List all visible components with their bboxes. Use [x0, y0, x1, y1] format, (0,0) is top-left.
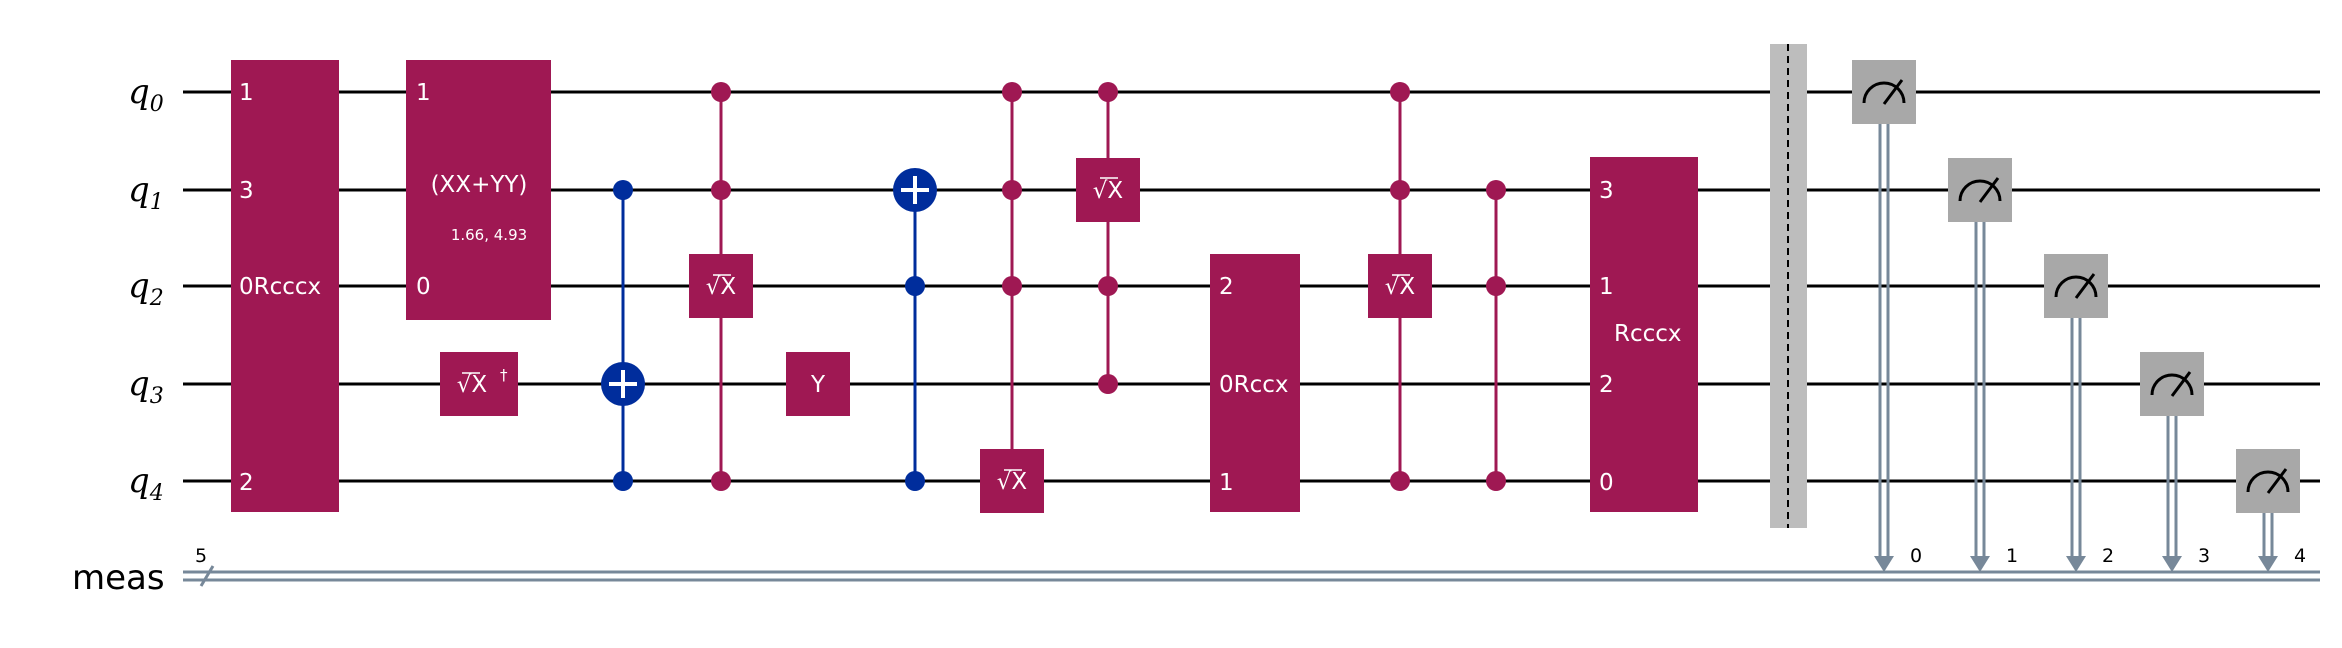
measure-gate-q1: 1 — [1948, 158, 2018, 572]
measure-gate-q4: 4 — [2236, 449, 2306, 572]
csx-gate-2: √X — [980, 82, 1044, 513]
gate-label: 0Rccx — [1219, 372, 1289, 398]
csx-gate-4: √X — [1368, 82, 1432, 491]
pin-label: 2 — [1219, 274, 1234, 300]
pin-label: 1 — [239, 80, 254, 106]
measurements: 0 1 2 3 — [1852, 60, 2306, 572]
measure-bit-label: 3 — [2198, 545, 2210, 567]
pin-label: 3 — [239, 178, 254, 204]
csx-gate-1: √X — [689, 82, 753, 491]
meter-icon — [2246, 470, 2290, 493]
gate-label: Y — [810, 372, 826, 398]
meter-icon — [1958, 179, 2002, 202]
classical-register-label: meas — [72, 558, 165, 598]
xx-plus-yy-gate: 1 0 (XX+YY) 1.66, 4.93 — [406, 60, 551, 320]
y-gate: Y — [786, 352, 850, 416]
dagger-symbol: † — [500, 366, 508, 384]
gate-label: 0Rcccx — [239, 274, 321, 300]
bus-width-label: 5 — [195, 545, 207, 567]
measure-bit-label: 1 — [2006, 545, 2018, 567]
pin-label: 0 — [416, 274, 431, 300]
rcccx-gate-2: 3 1 2 0 Rcccx — [1590, 157, 1698, 512]
cx-gate-1 — [601, 180, 645, 491]
measure-bit-label: 2 — [2102, 545, 2114, 567]
bus-slash — [199, 565, 215, 587]
wire-labels: q0 q1 q2 q3 q4 meas — [72, 72, 165, 598]
measure-bit-label: 0 — [1910, 545, 1922, 567]
meter-icon — [2054, 275, 2098, 298]
qubit-label-q0: q0 — [128, 72, 164, 117]
rccx-gate: 2 1 0Rccx — [1210, 254, 1300, 512]
multi-control-gate — [1486, 180, 1506, 491]
meter-icon — [1862, 81, 1906, 104]
measure-gate-q0: 0 — [1852, 60, 1922, 572]
measure-bit-label: 4 — [2294, 545, 2306, 567]
qubit-label-q1: q1 — [128, 170, 164, 215]
gate-label: √X — [997, 469, 1028, 495]
gate-label: (XX+YY) — [431, 172, 528, 198]
gate-label: Rcccx — [1614, 321, 1682, 347]
gate-label: √X — [706, 274, 737, 300]
classical-wire: 5 — [183, 545, 2320, 587]
qubit-label-q4: q4 — [128, 461, 164, 506]
barrier — [1770, 44, 1807, 528]
pin-label: 0 — [1599, 470, 1614, 496]
gate-label: √X — [1093, 178, 1124, 204]
gate-label: √X — [457, 372, 488, 398]
gate-params: 1.66, 4.93 — [451, 226, 527, 244]
pin-label: 3 — [1599, 178, 1614, 204]
cx-gate-2 — [893, 168, 937, 491]
sxdg-gate: √X † — [440, 352, 518, 416]
meter-icon — [2150, 373, 2194, 396]
measure-gate-q2: 2 — [2044, 254, 2114, 572]
measure-gate-q3: 3 — [2140, 352, 2210, 572]
qubit-label-q2: q2 — [128, 266, 164, 311]
csx-gate-3: √X — [1076, 82, 1140, 394]
pin-label: 1 — [1219, 470, 1234, 496]
gate-label: √X — [1385, 274, 1416, 300]
qubit-label-q3: q3 — [128, 364, 164, 409]
pin-label: 2 — [239, 470, 254, 496]
pin-label: 1 — [416, 80, 431, 106]
rcccx-gate-1: 1 3 2 0Rcccx — [231, 60, 339, 512]
pin-label: 1 — [1599, 274, 1614, 300]
pin-label: 2 — [1599, 372, 1614, 398]
